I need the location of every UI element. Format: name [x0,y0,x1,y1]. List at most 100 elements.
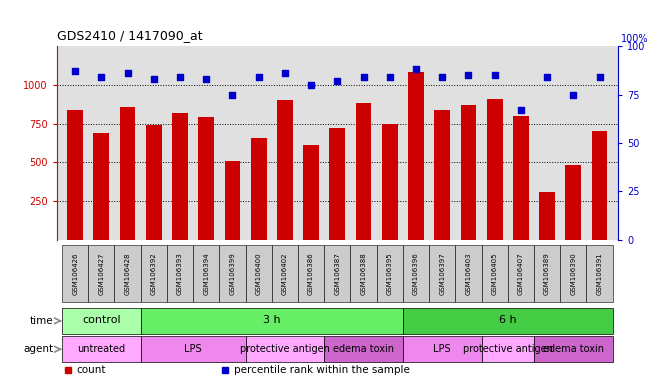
Text: GSM106405: GSM106405 [492,252,498,295]
Bar [482,245,508,302]
Text: LPS: LPS [434,344,451,354]
Bar [403,245,429,302]
Point [358,74,369,80]
Bar [403,336,482,362]
Bar [167,245,193,302]
Text: 6 h: 6 h [499,315,516,325]
Bar [592,131,607,240]
Text: GSM106392: GSM106392 [151,252,157,295]
Point [201,76,212,82]
Bar [408,73,424,240]
Bar [534,336,613,362]
Bar [246,245,272,302]
Bar [224,161,240,240]
Bar [513,116,529,240]
Bar [141,336,246,362]
Text: edema toxin: edema toxin [333,344,394,354]
Bar [539,192,555,240]
Text: GSM106427: GSM106427 [98,252,104,295]
Bar [534,245,560,302]
Bar [62,245,88,302]
Bar [219,245,246,302]
Text: GSM106393: GSM106393 [177,252,183,295]
Bar [351,245,377,302]
Text: GSM106394: GSM106394 [203,252,209,295]
Bar [508,245,534,302]
Bar [482,336,534,362]
Text: protective antigen: protective antigen [240,344,330,354]
Bar [141,245,167,302]
Bar [62,336,141,362]
Bar [560,245,587,302]
Point [568,91,578,98]
Bar [298,245,324,302]
Bar [88,245,114,302]
Point [490,72,500,78]
Bar [377,245,403,302]
Point [595,74,605,80]
Text: GSM106389: GSM106389 [544,252,550,295]
Text: GSM106388: GSM106388 [361,252,367,295]
Point [122,70,133,76]
Text: protective antigen: protective antigen [463,344,552,354]
Bar [146,125,162,240]
Bar [277,100,293,240]
Text: 3 h: 3 h [263,315,281,325]
Point [463,72,474,78]
Text: GSM106395: GSM106395 [387,252,393,295]
Bar [324,245,351,302]
Point [332,78,343,84]
Text: GSM106390: GSM106390 [570,252,576,295]
Bar [382,124,397,240]
Bar [272,245,298,302]
Text: GSM106396: GSM106396 [413,252,419,295]
Point [148,76,159,82]
Bar [120,106,136,240]
Bar [67,110,83,240]
Bar [193,245,219,302]
Point [174,74,185,80]
Text: GSM106386: GSM106386 [308,252,314,295]
Text: 100%: 100% [621,34,648,44]
Bar [587,245,613,302]
Text: GSM106399: GSM106399 [229,252,235,295]
Text: agent: agent [23,344,53,354]
Point [279,70,290,76]
Text: GSM106402: GSM106402 [282,252,288,295]
Point [411,66,422,73]
Bar [329,128,345,240]
Text: GSM106391: GSM106391 [597,252,603,295]
Bar [62,308,141,334]
Point [385,74,395,80]
Point [542,74,552,80]
Point [437,74,448,80]
Text: GSM106387: GSM106387 [335,252,340,295]
Bar [434,110,450,240]
Bar [141,308,403,334]
Text: GSM106403: GSM106403 [466,252,472,295]
Point [69,68,80,74]
Bar [355,103,371,240]
Bar [403,308,613,334]
Bar [565,166,581,240]
Bar [114,245,141,302]
Text: untreated: untreated [77,344,126,354]
Bar [487,99,502,240]
Bar [460,105,476,240]
Point [253,74,264,80]
Bar [172,113,188,240]
Bar [429,245,456,302]
Bar [246,336,324,362]
Bar [198,118,214,240]
Text: control: control [82,315,121,325]
Point [96,74,107,80]
Text: GSM106407: GSM106407 [518,252,524,295]
Point [306,82,317,88]
Bar [94,133,110,240]
Point [516,107,526,113]
Bar [303,145,319,240]
Bar [324,336,403,362]
Point [227,91,238,98]
Bar [250,137,267,240]
Text: GSM106400: GSM106400 [256,252,262,295]
